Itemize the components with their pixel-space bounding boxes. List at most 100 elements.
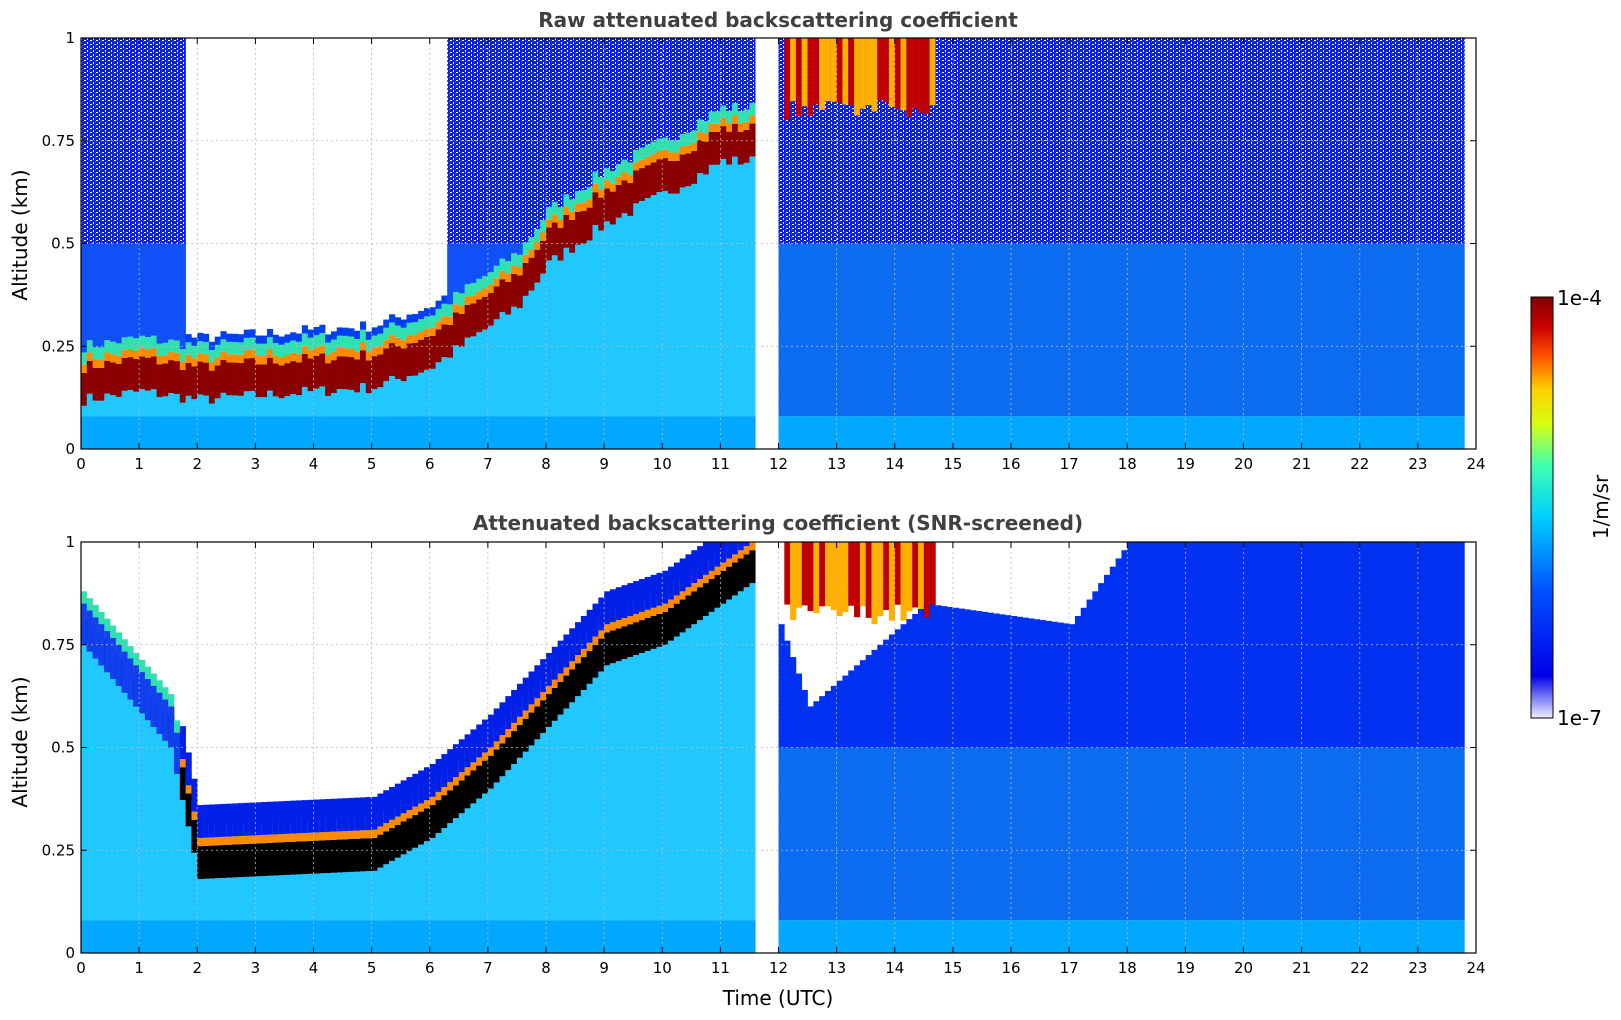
- surface-layer-cell: [795, 920, 803, 953]
- upper-layer-cell: [203, 333, 210, 343]
- mixed-layer-cell: [144, 390, 152, 417]
- upper-layer-cell: [790, 657, 797, 748]
- layer-edge-cell: [150, 348, 157, 357]
- layer-band-cell: [737, 131, 744, 165]
- surface-layer-cell: [325, 920, 332, 953]
- layer-band-cell: [743, 554, 750, 588]
- upper-layer-cell: [598, 597, 605, 631]
- upper-layer-cell: [174, 243, 181, 341]
- layer-edge-cell: [679, 133, 686, 147]
- layer-edge-cell: [569, 211, 576, 220]
- surface-layer-cell: [1243, 920, 1250, 953]
- mixed-layer-cell: [453, 818, 460, 921]
- upper-layer-cell: [1005, 615, 1012, 748]
- mixed-layer-cell: [1185, 747, 1192, 921]
- mixed-layer-cell: [929, 747, 936, 921]
- layer-edge-cell: [342, 348, 349, 357]
- layer-edge-cell: [505, 273, 512, 282]
- upper-layer-cell: [546, 652, 553, 686]
- layer-band-cell: [493, 749, 500, 783]
- mixed-layer-cell: [418, 372, 425, 417]
- layer-band-cell: [110, 362, 117, 396]
- mixed-layer-cell: [284, 874, 291, 921]
- mixed-layer-cell: [580, 243, 587, 417]
- layer-band-cell: [301, 354, 308, 387]
- mixed-layer-cell: [1412, 243, 1419, 417]
- x-tick-label: 8: [541, 959, 551, 977]
- upper-layer-cell: [528, 671, 535, 705]
- layer-edge-cell: [272, 342, 279, 356]
- layer-band-cell: [179, 767, 186, 801]
- surface-layer-cell: [511, 920, 518, 953]
- mixed-layer-cell: [348, 389, 355, 417]
- layer-edge-cell: [197, 837, 204, 847]
- surface-layer-cell: [360, 920, 367, 953]
- mixed-layer-cell: [1353, 243, 1361, 417]
- layer-edge-cell: [749, 542, 756, 551]
- surface-layer-cell: [964, 920, 971, 953]
- layer-band-cell: [604, 632, 611, 666]
- layer-edge-cell: [203, 354, 210, 363]
- upper-layer-cell: [290, 800, 297, 834]
- mixed-layer-cell: [499, 312, 506, 417]
- surface-layer-cell: [104, 416, 111, 449]
- mixed-layer-cell: [447, 357, 454, 417]
- surface-layer-cell: [685, 920, 692, 953]
- layer-edge-cell: [586, 187, 593, 200]
- upper-layer-cell: [790, 38, 797, 244]
- mixed-layer-cell: [668, 640, 675, 921]
- layer-band-cell: [296, 362, 303, 396]
- layer-edge-cell: [691, 142, 698, 152]
- surface-layer-cell: [220, 416, 227, 449]
- upper-layer-cell: [1121, 38, 1128, 244]
- layer-edge-cell: [243, 350, 250, 359]
- layer-band-cell: [470, 303, 477, 337]
- surface-layer-cell: [139, 920, 146, 953]
- upper-layer-cell: [1016, 616, 1023, 748]
- upper-layer-cell: [237, 803, 245, 837]
- surface-layer-cell: [633, 920, 640, 953]
- surface-layer-cell: [383, 920, 390, 953]
- mixed-layer-cell: [1423, 747, 1430, 921]
- surface-layer-cell: [1324, 416, 1331, 449]
- layer-band-cell: [714, 574, 721, 608]
- upper-layer-cell: [511, 689, 518, 723]
- layer-edge-cell: [313, 335, 320, 348]
- upper-layer-cell: [668, 566, 675, 600]
- surface-layer-cell: [301, 920, 308, 953]
- surface-layer-cell: [406, 416, 413, 449]
- layer-band-cell: [278, 842, 285, 876]
- mixed-layer-cell: [1138, 243, 1145, 417]
- layer-band-cell: [656, 613, 663, 647]
- surface-layer-cell: [342, 416, 349, 449]
- mixed-layer-cell: [679, 187, 686, 417]
- layer-edge-cell: [342, 831, 349, 840]
- surface-layer-cell: [81, 920, 88, 953]
- surface-layer-cell: [1121, 920, 1128, 953]
- surface-layer-cell: [98, 920, 105, 953]
- layer-edge-cell: [639, 147, 646, 160]
- layer-band-cell: [511, 731, 518, 764]
- surface-layer-cell: [505, 416, 512, 449]
- surface-layer-cell: [1284, 416, 1291, 449]
- surface-layer-cell: [929, 920, 936, 953]
- layer-edge-cell: [86, 340, 93, 353]
- surface-layer-cell: [1074, 920, 1082, 953]
- surface-layer-cell: [1301, 416, 1308, 449]
- surface-layer-cell: [987, 416, 994, 449]
- surface-layer-cell: [947, 416, 954, 449]
- upper-layer-cell: [197, 805, 204, 838]
- x-tick-label: 7: [483, 959, 493, 977]
- mixed-layer-cell: [162, 740, 169, 921]
- upper-layer-cell: [499, 702, 506, 736]
- mixed-layer-cell: [1086, 747, 1093, 921]
- x-tick-label: 4: [309, 455, 319, 473]
- mixed-layer-cell: [964, 747, 971, 921]
- layer-edge-cell: [702, 133, 710, 142]
- surface-layer-cell: [825, 920, 832, 953]
- mixed-layer-cell: [272, 875, 279, 921]
- layer-edge-cell: [458, 293, 465, 306]
- mixed-layer-cell: [1214, 747, 1221, 921]
- mixed-layer-cell: [557, 714, 564, 921]
- surface-layer-cell: [522, 416, 529, 449]
